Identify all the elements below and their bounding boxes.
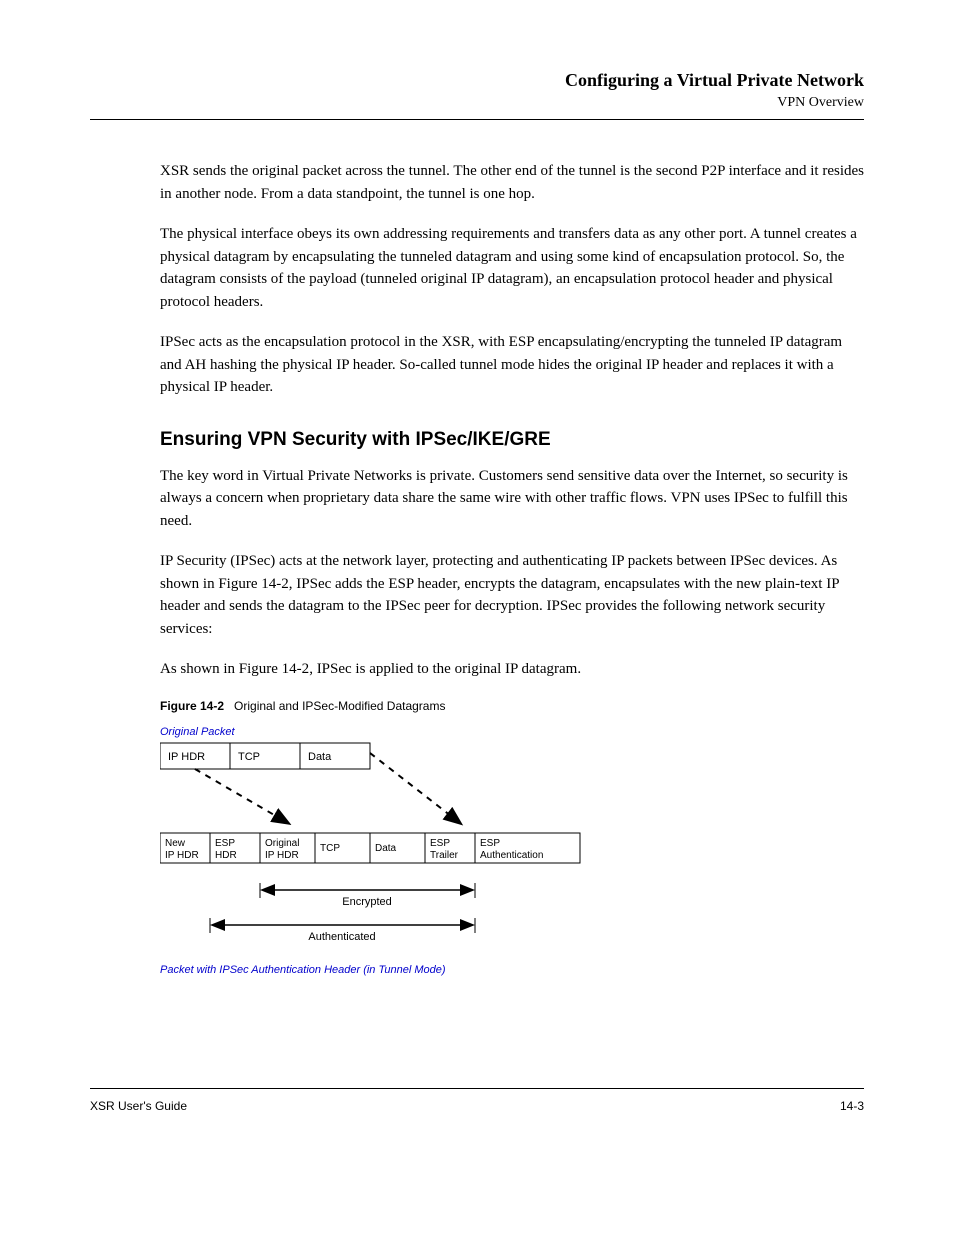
footer-left: XSR User's Guide <box>90 1099 187 1113</box>
figure-ref-link-2[interactable]: Figure 14-2 <box>239 661 309 677</box>
enc-tcp: TCP <box>320 843 340 854</box>
section-para-3-b: , IPSec is applied to the original IP da… <box>309 661 581 677</box>
section-para-3-a: As shown in <box>160 661 239 677</box>
para-intro-3: IPSec acts as the encapsulation protocol… <box>160 331 864 399</box>
page-subtitle: VPN Overview <box>90 95 864 111</box>
section-para-3: As shown in Figure 14-2, IPSec is applie… <box>160 658 864 681</box>
authenticated-label: Authenticated <box>308 931 375 943</box>
figure-caption-text: Original and IPSec-Modified Datagrams <box>234 699 445 713</box>
encrypted-label: Encrypted <box>342 896 392 908</box>
orig-data: Data <box>308 751 332 763</box>
section-para-2: IP Security (IPSec) acts at the network … <box>160 550 864 640</box>
esp-trailer-l2: Trailer <box>430 850 459 861</box>
section-heading: Ensuring VPN Security with IPSec/IKE/GRE <box>160 429 864 451</box>
footer: XSR User's Guide 14-3 <box>90 1099 864 1113</box>
para-intro-1: XSR sends the original packet across the… <box>160 160 864 205</box>
original-packet-label: Original Packet <box>160 726 236 738</box>
esp-auth-l2: Authentication <box>480 850 543 861</box>
orig-iphdr-l1: Original <box>265 838 299 849</box>
new-iphdr-l1: New <box>165 838 186 849</box>
original-packet-row: IP HDR TCP Data <box>160 743 370 769</box>
footer-rule <box>90 1088 864 1089</box>
new-iphdr-l2: IP HDR <box>165 850 199 861</box>
section-para-1: The key word in Virtual Private Networks… <box>160 465 864 533</box>
dashed-arrow-2 <box>370 753 460 823</box>
esp-hdr-l1: ESP <box>215 838 235 849</box>
para-intro-2: The physical interface obeys its own add… <box>160 223 864 313</box>
esp-trailer-l1: ESP <box>430 838 450 849</box>
figure-diagram: Original Packet IP HDR TCP Data New <box>160 723 864 1028</box>
figure-caption-label: Figure 14-2 <box>160 699 224 713</box>
bottom-caption: Packet with IPSec Authentication Header … <box>160 964 446 976</box>
enc-data: Data <box>375 843 397 854</box>
page-title: Configuring a Virtual Private Network <box>90 70 864 91</box>
header: Configuring a Virtual Private Network VP… <box>90 70 864 120</box>
orig-iphdr-l2: IP HDR <box>265 850 299 861</box>
footer-right: 14-3 <box>840 1099 864 1113</box>
orig-iphdr: IP HDR <box>168 751 205 763</box>
encapsulated-packet-row: New IP HDR ESP HDR Original IP HDR TCP D… <box>160 833 580 863</box>
ipsec-diagram-svg: Original Packet IP HDR TCP Data New <box>160 723 640 1023</box>
figure-ref-link[interactable]: Figure 14-2 <box>218 576 288 592</box>
orig-tcp: TCP <box>238 751 260 763</box>
esp-hdr-l2: HDR <box>215 850 237 861</box>
esp-auth-l1: ESP <box>480 838 500 849</box>
content-body: XSR sends the original packet across the… <box>90 130 864 1088</box>
figure-caption: Figure 14-2 Original and IPSec-Modified … <box>160 699 864 713</box>
header-rule <box>90 119 864 120</box>
dashed-arrow-1 <box>195 769 288 823</box>
